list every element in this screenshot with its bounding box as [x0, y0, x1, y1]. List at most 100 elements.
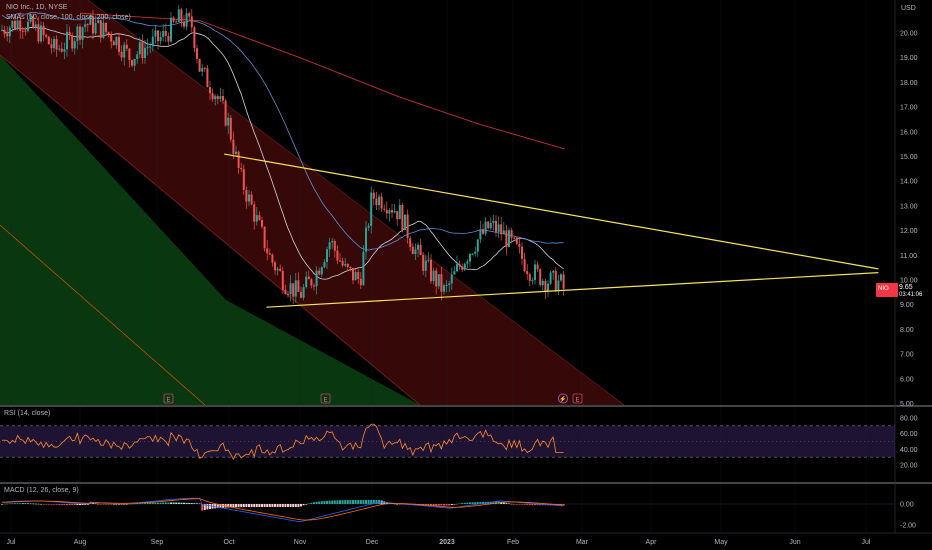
macd-histogram-bar	[263, 504, 266, 507]
candle-body	[463, 263, 466, 270]
macd-histogram-bar	[45, 504, 48, 505]
macd-signal-line	[1, 498, 564, 521]
candle-body	[300, 291, 302, 298]
earnings-marker	[320, 393, 331, 404]
candle-body	[84, 24, 87, 28]
candle-body	[396, 211, 399, 220]
candle-body	[261, 220, 263, 227]
candle-body	[162, 31, 165, 37]
candle-body	[482, 229, 484, 234]
candle-body	[461, 266, 464, 270]
macd-histogram-bar	[248, 504, 250, 508]
candle-body	[333, 241, 336, 251]
candle-body	[50, 44, 53, 49]
macd-histogram-bar	[500, 501, 503, 504]
candle-body	[354, 272, 357, 281]
candle-body	[419, 244, 422, 255]
macd-histogram-bar	[1, 504, 3, 505]
candle-body	[27, 21, 29, 31]
macd-histogram-bar	[177, 502, 180, 504]
price-tick-label: 7.00	[900, 352, 914, 359]
macd-legend[interactable]: MACD (12, 26, close, 9)	[4, 487, 79, 494]
macd-histogram-bar	[170, 502, 172, 504]
candle-body	[21, 30, 24, 32]
macd-histogram-bar	[50, 504, 53, 505]
candle-body	[97, 20, 100, 24]
macd-histogram-bar	[331, 500, 334, 504]
candle-body	[14, 20, 16, 30]
sma-50-line	[1, 26, 564, 280]
macd-histogram-bar	[513, 504, 516, 505]
macd-histogram-bar	[66, 504, 68, 506]
rsi-line	[1, 423, 564, 460]
candle-body	[274, 262, 276, 271]
candle-body	[206, 68, 209, 88]
earnings-marker	[572, 393, 583, 404]
macd-histogram-bar	[11, 503, 14, 504]
macd-histogram-bar	[437, 504, 440, 506]
candle-body	[214, 96, 217, 100]
trendline-upper	[224, 153, 879, 270]
candle-body	[45, 34, 48, 37]
macd-histogram-bar	[508, 503, 510, 505]
rsi-band-fill	[0, 425, 895, 458]
macd-histogram-bar	[60, 504, 63, 505]
rsi-legend[interactable]: RSI (14, close)	[4, 410, 51, 417]
candle-body	[66, 31, 68, 50]
candle-body	[318, 270, 321, 275]
channel-lower-band-tail	[226, 300, 420, 405]
price-tick-label: 5.00	[900, 401, 914, 408]
event-markers[interactable]: E E E ⚡	[163, 393, 583, 404]
candle-body	[437, 274, 440, 287]
sma-legend[interactable]: SMAs (50, close, 100, close, 200, close)	[6, 14, 131, 21]
candle-body	[479, 229, 482, 240]
rsi-pane: 80.00 60.00 40.00 20.00	[0, 416, 918, 470]
macd-histogram-bar	[323, 500, 326, 504]
macd-histogram-bar	[209, 504, 211, 509]
rsi-tick-label: 60.00	[900, 431, 918, 438]
price-tick-label: 15.00	[900, 154, 918, 161]
lightning-icon: ⚡	[559, 395, 566, 403]
symbol-legend[interactable]: NIO Inc., 1D, NYSE	[6, 4, 68, 11]
candle-body	[63, 49, 66, 52]
macd-histogram-bar	[172, 502, 175, 504]
candle-body	[222, 95, 224, 101]
macd-histogram-bar	[250, 504, 253, 508]
candle-body	[177, 9, 180, 22]
macd-histogram-bar	[372, 499, 375, 504]
candle-body	[167, 35, 170, 42]
candle-body	[513, 237, 516, 239]
macd-histogram-bar	[479, 501, 482, 504]
macd-histogram-bar	[149, 502, 152, 504]
macd-histogram-bar	[76, 504, 79, 506]
macd-histogram-bar	[102, 504, 105, 505]
trendlines[interactable]	[224, 153, 879, 308]
macd-histogram-bar	[37, 503, 40, 505]
candle-body	[549, 272, 552, 284]
macd-histogram-bar	[73, 504, 76, 506]
macd-histogram-bar	[328, 500, 331, 504]
macd-histogram-bar	[466, 502, 469, 504]
macd-histogram-bar	[349, 500, 352, 504]
candle-body	[71, 35, 74, 49]
candle-body	[469, 253, 471, 262]
candle-body	[523, 258, 526, 272]
macd-histogram-bar	[528, 504, 531, 505]
price-tick-label: 10.00	[900, 278, 918, 285]
candle-body	[224, 100, 227, 126]
currency-label: USD	[901, 5, 916, 12]
macd-histogram-bar	[432, 504, 435, 506]
macd-histogram-bar	[164, 502, 167, 504]
candle-body	[352, 267, 354, 281]
candle-body	[128, 48, 131, 61]
candle-body	[120, 51, 123, 58]
candle-body	[424, 260, 427, 271]
earnings-marker	[163, 393, 174, 404]
candle-body	[6, 33, 9, 37]
macd-histogram-bar	[518, 504, 521, 505]
candle-body	[341, 261, 344, 266]
candle-body	[331, 241, 334, 243]
macd-histogram-bar	[471, 502, 474, 504]
candle-body	[310, 279, 313, 286]
